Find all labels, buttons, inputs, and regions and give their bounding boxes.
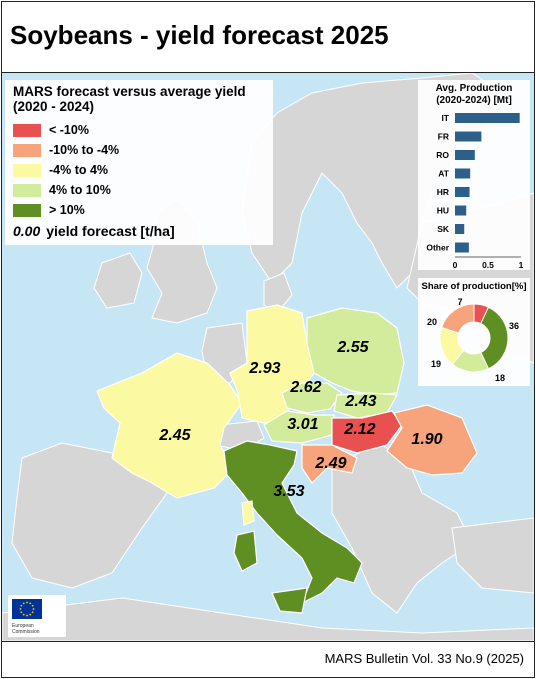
legend-label: 4% to 10% bbox=[49, 183, 111, 197]
footer-citation: MARS Bulletin Vol. 33 No.9 (2025) bbox=[324, 651, 524, 666]
eu-star-icon bbox=[22, 613, 25, 616]
country-RO bbox=[386, 404, 478, 476]
share-slice-label: 20 bbox=[427, 317, 437, 327]
legend-swatch bbox=[13, 204, 41, 217]
share-slice-label: 18 bbox=[495, 373, 505, 383]
avg-production-title: Avg. Production bbox=[436, 83, 513, 94]
legend-swatch bbox=[13, 144, 41, 157]
country-IT bbox=[223, 440, 363, 605]
legend-title: MARS forecast versus average yield (2020… bbox=[13, 84, 246, 114]
share-slice-label: 36 bbox=[509, 321, 519, 331]
avg-production-title-line2: (2020-2024) [Mt] bbox=[436, 95, 512, 106]
legend-swatch bbox=[13, 184, 41, 197]
legend-swatch bbox=[13, 164, 41, 177]
avg-production-category-label: SK bbox=[437, 224, 450, 234]
avg-production-bar bbox=[455, 242, 469, 253]
avg-production-category-label: HU bbox=[437, 206, 449, 216]
share-slice-label: 7 bbox=[457, 297, 462, 307]
legend-label: -10% to -4% bbox=[49, 143, 120, 157]
yield-label-DE: 2.93 bbox=[249, 360, 281, 377]
share-slice bbox=[441, 303, 475, 334]
eu-star-icon bbox=[32, 608, 35, 610]
share-slice bbox=[480, 306, 509, 370]
avg-production-tick-label: 0 bbox=[453, 260, 458, 270]
yield-label-HR: 2.49 bbox=[315, 455, 347, 472]
title-divider bbox=[1, 72, 535, 73]
eu-star-icon bbox=[20, 611, 23, 614]
eu-star-icon bbox=[29, 602, 32, 605]
country-IT-sardinia bbox=[233, 530, 258, 572]
avg-production-bar bbox=[455, 168, 471, 179]
yield-label-CZ: 2.62 bbox=[290, 379, 322, 396]
avg-production-bar bbox=[455, 131, 482, 142]
country-IT-sicily bbox=[271, 587, 308, 614]
avg-production-category-label: HR bbox=[437, 187, 449, 197]
eu-star-icon bbox=[31, 611, 34, 614]
denmark bbox=[263, 272, 293, 314]
eu-logo-text-2: Commission bbox=[12, 629, 40, 635]
yield-label-RO: 1.90 bbox=[411, 431, 443, 448]
avg-production-panel: Avg. Production (2020-2024) [Mt] IT FR RO AT… bbox=[418, 80, 530, 270]
page-title: Soybeans - yield forecast 2025 bbox=[10, 20, 389, 50]
turkey bbox=[451, 517, 534, 594]
eu-stars bbox=[19, 601, 35, 617]
avg-production-chart: Avg. Production (2020-2024) [Mt] IT FR RO AT… bbox=[426, 83, 524, 270]
country-FR-corsica bbox=[241, 500, 255, 526]
legend-yield-key: 0.00 yield forecast [t/ha] bbox=[13, 223, 175, 239]
eu-star-icon bbox=[19, 608, 22, 610]
yield-label-FR: 2.45 bbox=[159, 427, 191, 444]
yield-label-SK: 2.43 bbox=[345, 393, 377, 410]
share-title: Share of production[%] bbox=[421, 281, 526, 292]
eu-star-icon bbox=[20, 604, 23, 607]
eu-star-icon bbox=[26, 614, 28, 617]
avg-production-bar bbox=[455, 224, 465, 234]
avg-production-category-label: IT bbox=[441, 113, 449, 123]
avg-production-tick-label: 1 bbox=[519, 260, 524, 270]
avg-production-category-label: FR bbox=[438, 132, 449, 142]
avg-production-tick-label: 0.5 bbox=[482, 260, 494, 270]
avg-production-bar bbox=[455, 205, 467, 216]
country-HU bbox=[331, 410, 403, 454]
european-commission-logo: European Commission bbox=[8, 595, 66, 637]
legend-panel: MARS forecast versus average yield (2020… bbox=[5, 80, 273, 245]
share-chart: Share of production[%] 7 36 18 19 20 bbox=[421, 281, 526, 383]
yield-label-HU: 2.12 bbox=[344, 421, 376, 438]
legend-yield-sample: 0.00 bbox=[13, 223, 41, 239]
share-panel: Share of production[%] 7 36 18 19 20 bbox=[418, 278, 530, 386]
avg-production-bar bbox=[455, 113, 520, 123]
yield-label-AT: 3.01 bbox=[287, 416, 319, 433]
eu-star-icon bbox=[29, 613, 32, 616]
country-HR bbox=[301, 444, 358, 484]
avg-production-category-label: AT bbox=[438, 169, 450, 179]
eu-star-icon bbox=[31, 604, 34, 607]
share-slice-label: 19 bbox=[431, 359, 441, 369]
eu-flag-icon: European Commission bbox=[12, 599, 42, 635]
footer-divider bbox=[1, 641, 535, 642]
iberia bbox=[11, 442, 168, 589]
eu-logo-text-1: European bbox=[12, 623, 34, 629]
eu-star-icon bbox=[26, 601, 28, 604]
legend-label: > 10% bbox=[49, 203, 85, 217]
avg-production-bar bbox=[455, 187, 470, 197]
avg-production-bar bbox=[455, 150, 475, 160]
avg-production-category-label: RO bbox=[436, 150, 449, 160]
eu-star-icon bbox=[22, 602, 25, 605]
legend-swatch bbox=[13, 124, 41, 137]
eu-flag bbox=[12, 599, 42, 619]
legend-label: -4% to 4% bbox=[49, 163, 109, 177]
yield-label-IT: 3.53 bbox=[273, 483, 305, 500]
yield-label-PL: 2.55 bbox=[337, 339, 369, 356]
ireland bbox=[93, 252, 143, 309]
legend-label: < -10% bbox=[49, 123, 89, 137]
avg-production-category-label: Other bbox=[426, 243, 449, 253]
benelux bbox=[201, 322, 248, 384]
north-africa bbox=[2, 597, 534, 641]
legend-yield-label: yield forecast [t/ha] bbox=[46, 223, 175, 239]
